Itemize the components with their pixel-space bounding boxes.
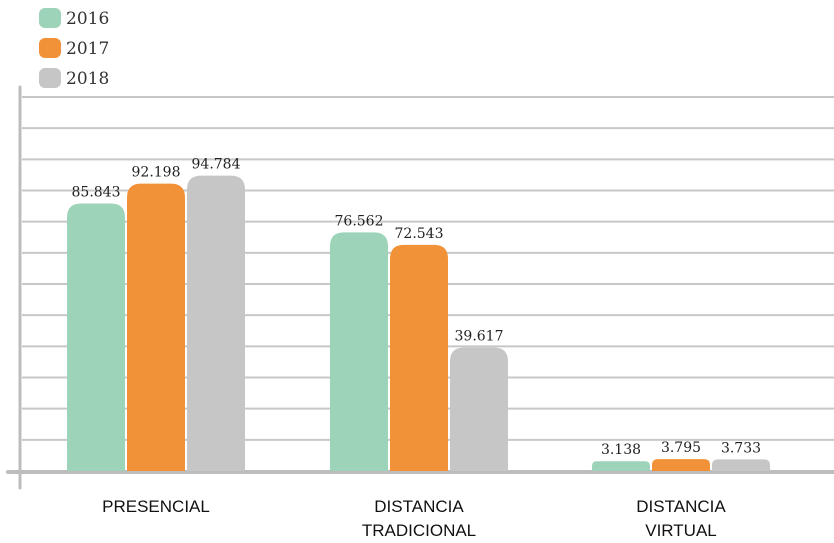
data-label-2018-cat0: 94.784 [192,157,241,173]
data-label-2017-cat2: 3.795 [661,440,701,456]
bar-2017-cat1 [390,244,448,471]
bar-2018-cat2 [712,459,770,471]
category-label: PRESENCIAL [102,497,210,516]
legend-swatch-2018 [39,68,61,88]
data-label-2016-cat2: 3.138 [601,442,641,458]
bar-2018-cat1 [450,347,508,471]
bar-2016-cat2 [592,461,650,471]
bar-2016-cat0 [67,203,125,471]
data-label-2017-cat1: 72.543 [395,226,444,242]
category-label: DISTANCIA [636,497,726,516]
legend-label-2018: 2018 [66,69,109,89]
bar-2017-cat2 [652,459,710,471]
bar-2016-cat1 [330,232,388,471]
legend-swatch-2017 [39,38,61,58]
legend-label-2016: 2016 [66,9,109,29]
bar-2018-cat0 [187,175,245,471]
data-label-2016-cat0: 85.843 [72,184,121,200]
category-labels: PRESENCIAL DISTANCIA TRADICIONAL DISTANCIA V… [102,497,726,540]
axes [6,85,834,490]
category-label: VIRTUAL [645,521,717,540]
bars [67,175,770,471]
data-label-2017-cat0: 92.198 [132,165,181,181]
category-label: TRADICIONAL [362,521,476,540]
data-label-2018-cat2: 3.733 [721,440,761,456]
legend-label-2017: 2017 [66,39,109,59]
legend-swatch-2016 [39,8,61,28]
data-label-2018-cat1: 39.617 [455,329,504,345]
bar-2017-cat0 [127,183,185,471]
category-label: DISTANCIA [374,497,464,516]
value-labels: 85.843 92.198 94.784 76.562 72.543 39.617 3.13… [72,157,762,459]
data-label-2016-cat1: 76.562 [335,213,384,229]
legend: 2016 2017 2018 [39,8,109,89]
